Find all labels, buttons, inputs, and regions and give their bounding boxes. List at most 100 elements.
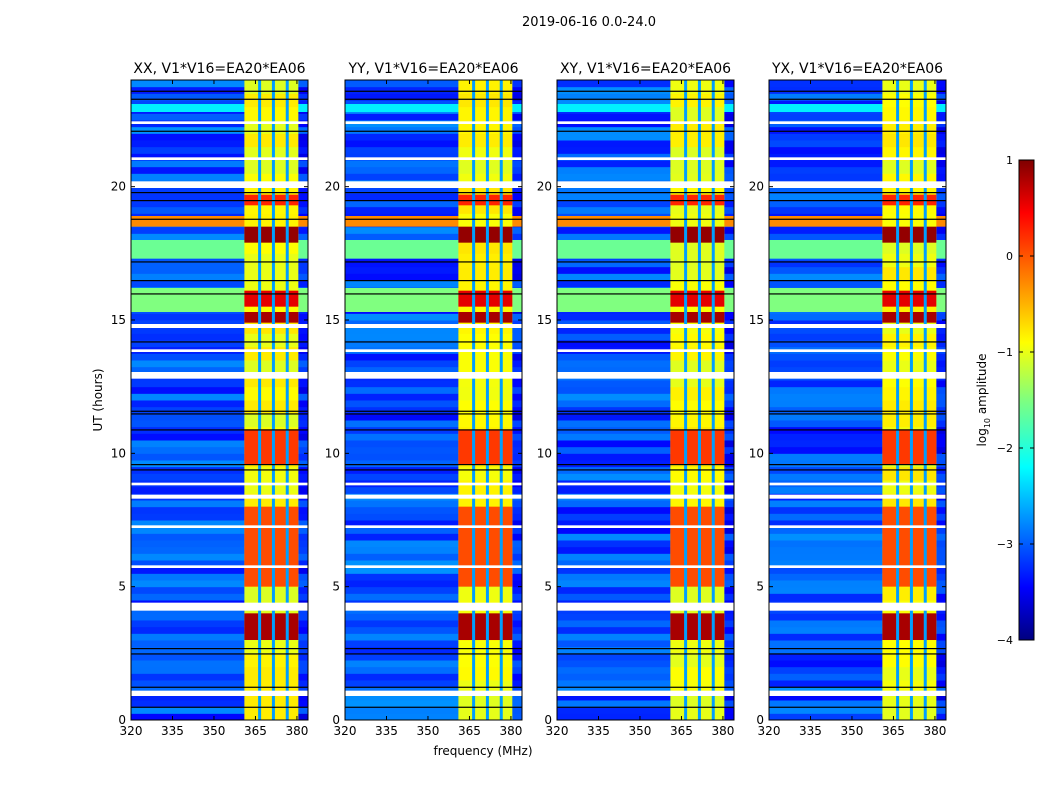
heatmap-cell [298, 546, 308, 554]
band-cell [244, 346, 299, 361]
heatmap-cell [557, 233, 671, 241]
heatmap-cell [131, 146, 245, 154]
channel-gap [923, 80, 927, 720]
heatmap-cell [131, 520, 245, 528]
heatmap-cell [512, 626, 522, 634]
heatmap-cell [512, 693, 522, 701]
heatmap-cell [724, 113, 734, 121]
heatmap-cell [724, 453, 734, 461]
dark-row [345, 218, 522, 220]
in-band-rfi [244, 506, 299, 587]
in-band-rfi [882, 429, 937, 464]
flagged-row [557, 565, 734, 568]
in-band-rfi [882, 613, 937, 640]
band-cell [882, 106, 937, 121]
heatmap-cell [936, 86, 946, 94]
heatmap-cell [769, 473, 883, 481]
heatmap-cell [936, 360, 946, 368]
flagged-row [557, 349, 734, 352]
heatmap-cell [557, 113, 671, 121]
band-cell [458, 466, 513, 481]
heatmap-cell [345, 706, 459, 714]
heatmap-cell [512, 140, 522, 148]
y-tick-label: 5 [118, 580, 126, 594]
band-cell [244, 466, 299, 481]
heatmap-cell [512, 646, 522, 654]
flagged-row [345, 690, 522, 696]
heatmap-cell [298, 320, 308, 328]
heatmap-cell [724, 406, 734, 414]
heatmap-cell [512, 386, 522, 394]
band-cell [458, 333, 513, 348]
heatmap-cell [769, 80, 883, 88]
band-cell [244, 253, 299, 268]
heatmap-cell [512, 166, 522, 174]
dark-row [345, 648, 522, 650]
heatmap-cell [345, 486, 459, 494]
heatmap-cell [936, 393, 946, 401]
flagged-row [131, 372, 308, 379]
heatmap-cell [512, 340, 522, 348]
heatmap-cell [769, 680, 883, 688]
band-cell [882, 133, 937, 148]
colorbar-tick-label: 0 [1006, 250, 1013, 263]
dark-row [345, 464, 522, 466]
heatmap-cell [724, 540, 734, 548]
heatmap-cell [131, 500, 245, 508]
heatmap-cell [557, 700, 671, 708]
heatmap-cell [724, 440, 734, 448]
heatmap-cell [936, 353, 946, 361]
heatmap-cell [345, 93, 459, 101]
heatmap-cell [131, 693, 245, 701]
heatmap-cell [769, 626, 883, 634]
flagged-row [769, 602, 946, 611]
heatmap-cell [936, 653, 946, 661]
heatmap-cell [769, 260, 883, 268]
heatmap-cell [131, 86, 245, 94]
heatmap-cell [936, 533, 946, 541]
band-cell [244, 93, 299, 108]
in-band-rfi [244, 226, 299, 243]
heatmap-cell [298, 620, 308, 628]
heatmap-cell [724, 653, 734, 661]
heatmap-cell [345, 680, 459, 688]
heatmap-cell [131, 633, 245, 641]
heatmap-cell [345, 233, 459, 241]
heatmap-cell [557, 633, 671, 641]
flagged-row [131, 121, 308, 124]
heatmap-cell [131, 560, 245, 568]
heatmap-cell [557, 653, 671, 661]
heatmap-cell [345, 80, 459, 88]
heatmap-cell [557, 166, 671, 174]
flagged-row [131, 525, 308, 528]
heatmap-cell [936, 413, 946, 421]
flagged-row [345, 157, 522, 160]
heatmap-cell [724, 693, 734, 701]
heatmap-cell [298, 353, 308, 361]
heatmap-cell [345, 666, 459, 674]
heatmap-cell [557, 706, 671, 714]
heatmap-cell [512, 173, 522, 181]
heatmap-cell [936, 513, 946, 521]
heatmap-cell [131, 326, 245, 334]
band-cell [458, 413, 513, 428]
heatmap-cell [769, 366, 883, 374]
heatmap-cell [557, 133, 671, 141]
heatmap-cell [557, 386, 671, 394]
heatmap-cell [936, 453, 946, 461]
heatmap-cell [131, 273, 245, 281]
dark-row [345, 469, 522, 471]
band-cell [670, 240, 725, 254]
heatmap-cell [557, 93, 671, 101]
heatmap-cell [345, 520, 459, 528]
heatmap-cell [345, 326, 459, 334]
heatmap-cell [298, 266, 308, 274]
band-cell [244, 480, 299, 494]
dark-row [557, 653, 734, 655]
heatmap-cell [557, 146, 671, 154]
heatmap-cell [724, 206, 734, 214]
band-cell [670, 400, 725, 414]
heatmap-cell [724, 546, 734, 554]
x-tick-label: 320 [758, 724, 781, 738]
heatmap-cell [769, 713, 883, 720]
